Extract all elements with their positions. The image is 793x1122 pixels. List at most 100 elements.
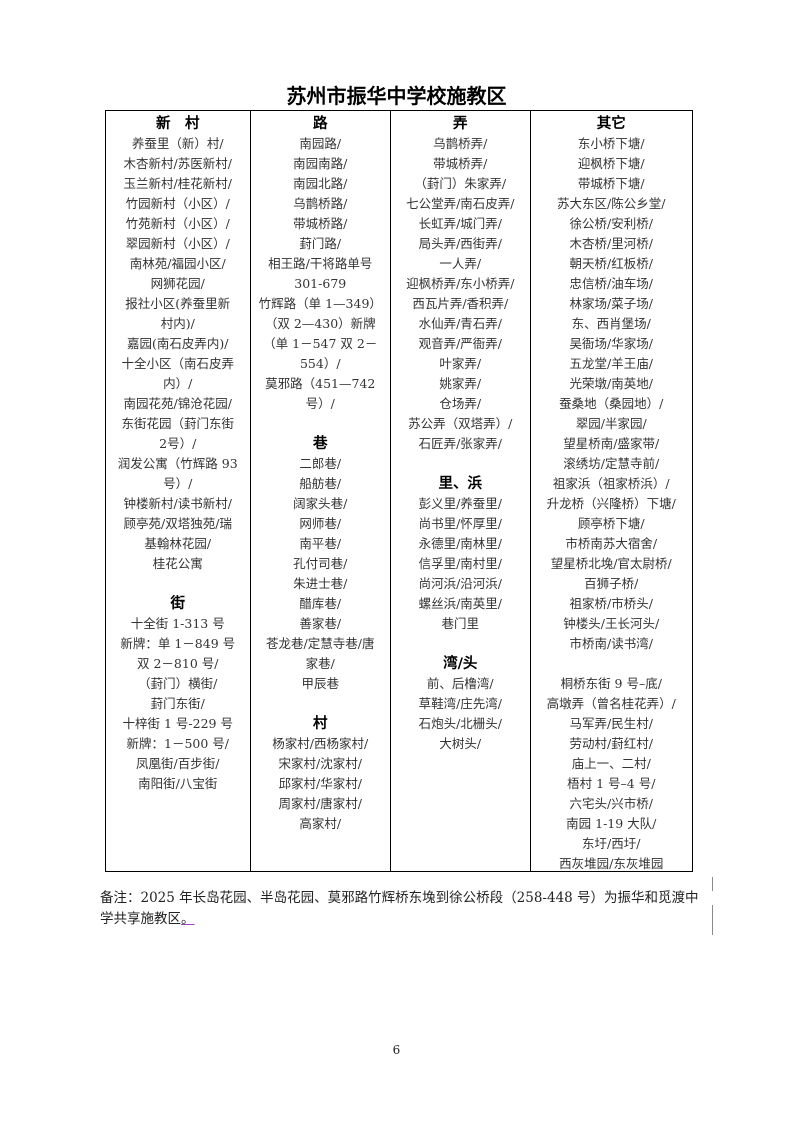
area-entry: 凤凰街/百步街/	[136, 756, 220, 771]
spacer	[531, 654, 692, 674]
area-entry: 南平巷/	[299, 536, 342, 551]
area-entry: 新牌：1－500 号/	[126, 736, 230, 751]
area-entry: 杨家村/西杨家村/	[272, 736, 369, 751]
area-entry: 号）/	[305, 396, 335, 411]
spacer	[106, 574, 250, 594]
area-entry: 善家巷/	[299, 616, 342, 631]
area-entry: 苏大东区/陈公乡堂/	[557, 196, 666, 211]
column-new-villages: 新 村养蚕里（新）村/木杏新村/苏医新村/玉兰新村/桂花新村/竹园新村（小区）/…	[106, 111, 251, 871]
area-entry: 蚕桑地（桑园地）/	[559, 396, 664, 411]
area-entry: 十梓街 1 号-229 号	[122, 716, 233, 731]
area-entry: 养蚕里（新）村/	[131, 136, 224, 151]
area-entry: 永德里/南林里/	[418, 536, 502, 551]
area-entry: 竹苑新村（小区）/	[125, 216, 230, 231]
area-entry: 阔家头巷/	[293, 496, 348, 511]
area-entry: 带城桥弄/	[433, 156, 488, 171]
area-entry: 螺丝浜/南英里/	[418, 596, 502, 611]
area-entry: 望星桥南/盛家带/	[563, 436, 660, 451]
area-entry: 市桥南/读书湾/	[569, 636, 653, 651]
column-lanes: 弄乌鹊桥弄/带城桥弄/ （葑门）朱家弄/七公堂弄/南石皮弄/长虹弄/城门弄/局头弄…	[391, 111, 531, 871]
area-entry: 南园路/	[299, 136, 342, 151]
area-entry: 东、西肖堡场/	[571, 316, 651, 331]
area-entry: 醋库巷/	[299, 596, 342, 611]
area-entry: 庙上一、二村/	[571, 756, 651, 771]
spacer	[391, 634, 530, 654]
area-entry: 祖家桥/市桥头/	[569, 596, 653, 611]
area-entry: 二郎巷/	[299, 456, 342, 471]
area-entry: 宋家村/沈家村/	[278, 756, 362, 771]
area-entry: 迎枫桥弄/东小桥弄/	[406, 276, 515, 291]
area-entry: 劳动村/葑红村/	[569, 736, 653, 751]
area-entry: 大树头/	[439, 736, 482, 751]
area-entry: 木杏新村/苏医新村/	[123, 156, 232, 171]
area-entry: 报社小区(养蚕里新	[125, 296, 231, 311]
area-entry: 一人弄/	[439, 256, 482, 271]
column-heading: 村	[313, 716, 328, 732]
area-entry: 叶家弄/	[439, 356, 482, 371]
area-entry: 迎枫桥下塘/	[577, 156, 645, 171]
area-entry: 观音弄/严衙弄/	[418, 336, 502, 351]
area-entry: 草鞋湾/庄先湾/	[418, 696, 502, 711]
area-entry: 升龙桥（兴隆桥）下塘/	[546, 496, 676, 511]
area-entry: 六宅头/兴市桥/	[569, 796, 653, 811]
area-entry: （双 2—430）新牌	[264, 316, 376, 331]
area-entry: 林家场/菜子场/	[569, 296, 653, 311]
area-entry: 桐桥东街 9 号–底/	[560, 676, 662, 691]
area-entry: 南园 1-19 大队/	[566, 816, 657, 831]
area-entry: 南园花苑/锦沧花园/	[123, 396, 232, 411]
column-heading: 街	[170, 596, 186, 612]
area-entry: 光荣墩/南英地/	[569, 376, 653, 391]
area-entry: 带城桥路/	[293, 216, 348, 231]
area-entry: 仓场弄/	[439, 396, 482, 411]
area-entry: 内）/	[163, 376, 193, 391]
area-entry: （葑门）横街/	[138, 676, 218, 691]
area-entry: 新牌：单 1－849 号	[120, 636, 236, 651]
area-entry: 桂花公寓	[152, 556, 203, 571]
area-entry: 石匠弄/张家弄/	[418, 436, 502, 451]
area-entry: 西瓦片弄/香积弄/	[412, 296, 509, 311]
area-entry: 钟楼新村/读书新村/	[123, 496, 232, 511]
remark-note: 备注：2025 年长岛花园、半岛花园、莫邪路竹辉桥东堍到徐公桥段（258-448…	[100, 888, 710, 930]
column-heading: 弄	[453, 116, 468, 132]
area-entry: 十全街 1-313 号	[130, 616, 225, 631]
area-entry: 滚绣坊/定慧寺前/	[563, 456, 660, 471]
area-entry: 带城桥下塘/	[577, 176, 645, 191]
area-entry: 网狮花园/	[150, 276, 205, 291]
area-entry: 嘉园(南石皮弄内)/	[127, 336, 229, 351]
area-entry: 301-679	[294, 276, 347, 291]
area-entry: 徐公桥/安利桥/	[569, 216, 653, 231]
area-entry: 东小桥下塘/	[577, 136, 645, 151]
area-entry: 局头弄/西街弄/	[418, 236, 502, 251]
column-heading: 里、浜	[438, 476, 483, 492]
area-entry: 邱家村/华家村/	[278, 776, 362, 791]
area-entry: 吴衙场/华家场/	[569, 336, 653, 351]
area-entry: 尚书里/怀厚里/	[418, 516, 502, 531]
area-entry: 顾亭桥下塘/	[577, 516, 645, 531]
area-entry: 村内)/	[160, 316, 195, 331]
area-entry: 莫邪路（451—742	[265, 376, 376, 391]
area-entry: 高墩弄（曾名桂花弄）/	[546, 696, 676, 711]
area-entry: 周家村/唐家村/	[278, 796, 362, 811]
revision-bar	[712, 905, 713, 935]
spacer	[251, 414, 391, 434]
area-entry: 南园南路/	[293, 156, 348, 171]
column-heading: 其它	[596, 116, 626, 132]
area-entry: 乌鹊桥路/	[293, 196, 348, 211]
area-entry: 巷门里	[441, 616, 480, 631]
school-district-table: 新 村养蚕里（新）村/木杏新村/苏医新村/玉兰新村/桂花新村/竹园新村（小区）/…	[105, 110, 693, 872]
spacer	[251, 694, 391, 714]
area-entry: 基翰林花园/	[144, 536, 212, 551]
area-entry: 五龙堂/羊王庙/	[569, 356, 653, 371]
area-entry: 东街花园（葑门东街	[121, 416, 234, 431]
revision-bar	[712, 877, 713, 891]
area-entry: 苏公弄（双塔弄）/	[408, 416, 513, 431]
area-entry: 西灰堆园/东灰堆园	[559, 856, 664, 871]
area-entry: 姚家弄/	[439, 376, 482, 391]
area-entry: 望星桥北堍/官太尉桥/	[550, 556, 672, 571]
column-heading: 路	[313, 116, 328, 132]
area-entry: 七公堂弄/南石皮弄/	[406, 196, 515, 211]
area-entry: 马军弄/民生村/	[569, 716, 653, 731]
area-entry: 船舫巷/	[299, 476, 342, 491]
area-entry: 相王路/干将路单号	[268, 256, 373, 271]
area-entry: 南园北路/	[293, 176, 348, 191]
